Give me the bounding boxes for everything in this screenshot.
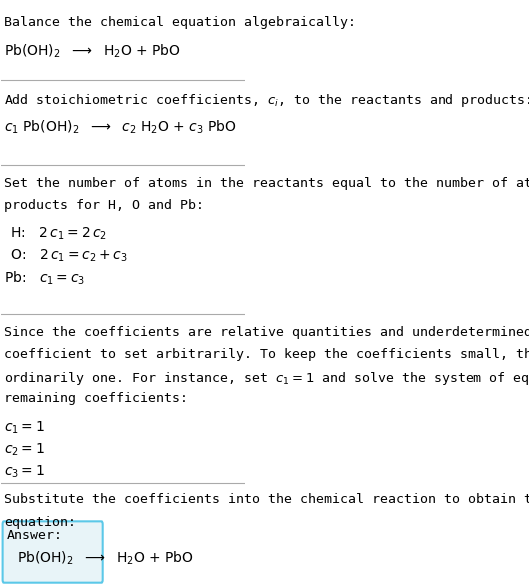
Text: Since the coefficients are relative quantities and underdetermined, choose a: Since the coefficients are relative quan… <box>4 326 529 339</box>
Text: Set the number of atoms in the reactants equal to the number of atoms in the: Set the number of atoms in the reactants… <box>4 177 529 190</box>
Text: ordinarily one. For instance, set $c_1 = 1$ and solve the system of equations fo: ordinarily one. For instance, set $c_1 =… <box>4 370 529 387</box>
Text: $c_1 = 1$: $c_1 = 1$ <box>4 419 44 436</box>
Text: Pb(OH)$_2$  $\longrightarrow$  H$_2$O + PbO: Pb(OH)$_2$ $\longrightarrow$ H$_2$O + Pb… <box>17 550 194 568</box>
Text: Balance the chemical equation algebraically:: Balance the chemical equation algebraica… <box>4 16 356 29</box>
Text: Pb:   $c_1 = c_3$: Pb: $c_1 = c_3$ <box>4 269 85 287</box>
FancyBboxPatch shape <box>3 521 103 583</box>
Text: coefficient to set arbitrarily. To keep the coefficients small, the arbitrary va: coefficient to set arbitrarily. To keep … <box>4 348 529 361</box>
Text: H:   $2\,c_1 = 2\,c_2$: H: $2\,c_1 = 2\,c_2$ <box>6 225 107 241</box>
Text: Pb(OH)$_2$  $\longrightarrow$  H$_2$O + PbO: Pb(OH)$_2$ $\longrightarrow$ H$_2$O + Pb… <box>4 42 181 60</box>
Text: $c_1$ Pb(OH)$_2$  $\longrightarrow$  $c_2$ H$_2$O + $c_3$ PbO: $c_1$ Pb(OH)$_2$ $\longrightarrow$ $c_2$… <box>4 118 236 136</box>
Text: Answer:: Answer: <box>7 529 63 542</box>
Text: remaining coefficients:: remaining coefficients: <box>4 392 188 405</box>
Text: Substitute the coefficients into the chemical reaction to obtain the balanced: Substitute the coefficients into the che… <box>4 493 529 507</box>
Text: $c_3 = 1$: $c_3 = 1$ <box>4 464 44 480</box>
Text: Add stoichiometric coefficients, $c_i$, to the reactants and products:: Add stoichiometric coefficients, $c_i$, … <box>4 92 529 109</box>
Text: equation:: equation: <box>4 515 76 528</box>
Text: O:   $2\,c_1 = c_2 + c_3$: O: $2\,c_1 = c_2 + c_3$ <box>6 247 128 264</box>
Text: products for H, O and Pb:: products for H, O and Pb: <box>4 199 204 212</box>
Text: $c_2 = 1$: $c_2 = 1$ <box>4 441 44 458</box>
